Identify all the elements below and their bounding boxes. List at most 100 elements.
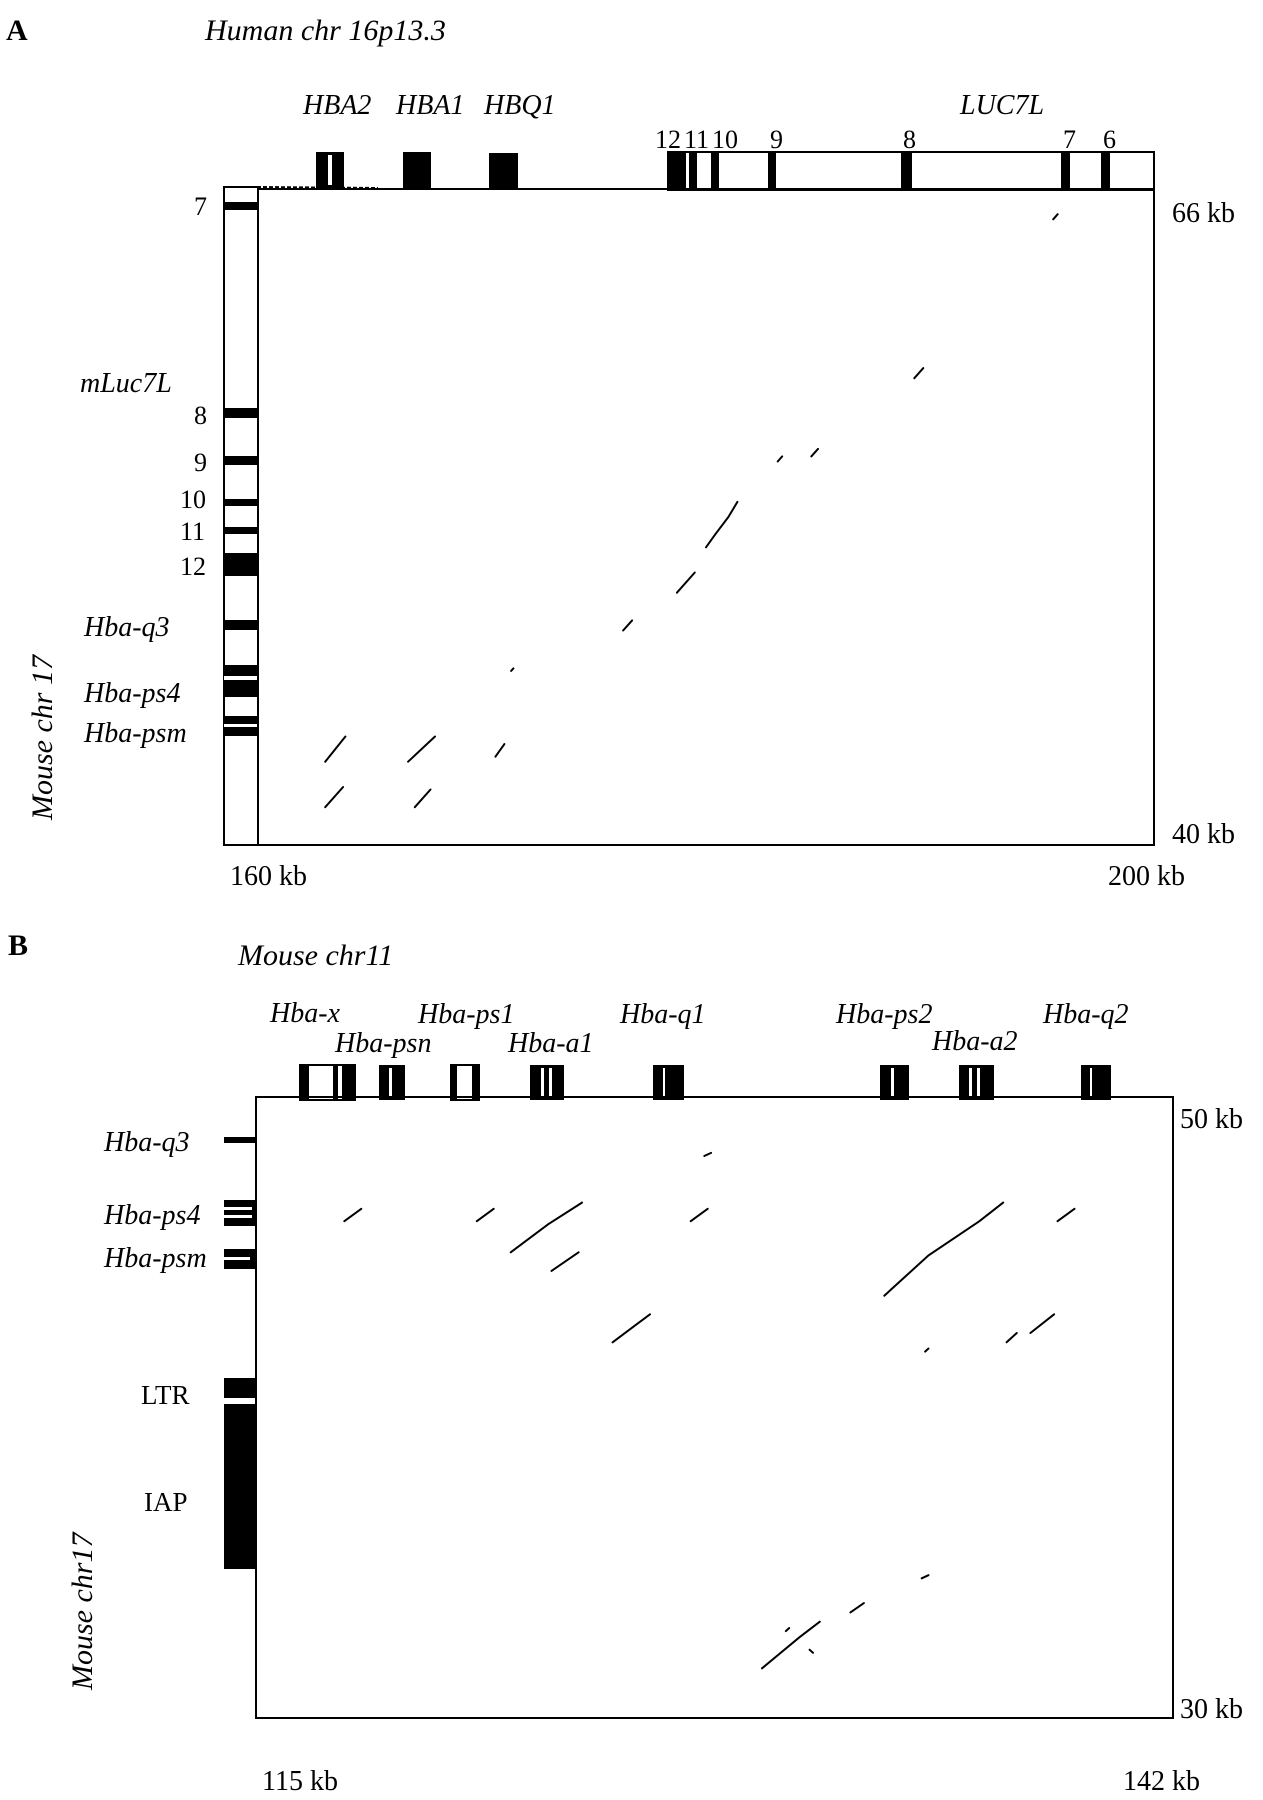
- mluc7l-exon-9-label: 9: [194, 448, 207, 477]
- mluc7l-exon-8-label: 8: [194, 401, 207, 430]
- gene-box-hba2-intron: [328, 155, 332, 185]
- exon-num-12: 12: [655, 125, 681, 154]
- mluc7l-exon-11-box: [224, 527, 258, 534]
- gene-box-hba-ps1-exon-2: [472, 1065, 479, 1100]
- luc7l-exon-6: [1101, 152, 1110, 190]
- panel-a-alignment-segment-3: [776, 455, 784, 463]
- panel-a-alignment-segment-2: [913, 367, 925, 380]
- panel-b-alignment-segment-4: [689, 1207, 709, 1223]
- panel-b-title: Mouse chr11: [237, 939, 393, 972]
- gene-label-hba-a2: Hba-a2: [931, 1026, 1018, 1057]
- panel-a-alignment-segment-8: [510, 667, 515, 672]
- panel-b-letter: B: [8, 929, 28, 962]
- panel-a-alignment-segment-4: [810, 447, 819, 458]
- gene-box-hba-x-exon-2: [333, 1065, 338, 1100]
- gene-label-hba1: HBA1: [395, 90, 464, 121]
- panel-b-alignment-segment-12: [924, 1347, 930, 1353]
- gene-label-hba-psn: Hba-psn: [334, 1028, 431, 1059]
- panel-a-alignment-segment-12: [324, 786, 345, 809]
- panel-b-y-top-label: 50 kb: [1180, 1104, 1243, 1135]
- panel-b-alignment-segment-14: [849, 1602, 865, 1614]
- gene-label-hbq1: HBQ1: [483, 90, 556, 121]
- mluc7l-exon-7-label: 7: [194, 192, 207, 221]
- gene-label-hba2: HBA2: [302, 90, 371, 121]
- gene-label-hba-ps4: Hba-ps4: [83, 678, 180, 709]
- panel-a-plot-area: [324, 213, 1059, 809]
- panel-a-alignment-segment-6: [675, 571, 696, 594]
- gene-box-hba-q3: [224, 620, 258, 630]
- panel-b-alignment-segment-16: [784, 1627, 791, 1633]
- exon-num-6: 6: [1103, 125, 1116, 154]
- gene-label-hba-ps2: Hba-ps2: [835, 999, 932, 1030]
- gene-label-hba-ps4-b: Hba-ps4: [103, 1200, 200, 1231]
- gene-label-hba-q2: Hba-q2: [1042, 999, 1129, 1030]
- gene-label-hba-ps1: Hba-ps1: [417, 999, 514, 1030]
- panel-b-alignment-segment-17: [808, 1648, 814, 1654]
- gene-box-hba-q2: [1081, 1065, 1111, 1100]
- panel-a-x-left-label: 160 kb: [230, 861, 307, 892]
- panel-b-alignment-segment-2: [343, 1207, 363, 1223]
- panel-b-alignment-segment-3: [475, 1207, 495, 1223]
- gene-box-hba-x-exon-1: [300, 1065, 309, 1100]
- panel-a-y-axis-label: Mouse chr 17: [26, 653, 59, 821]
- gene-box-hba-ps2: [880, 1065, 909, 1100]
- mouse-chr11-gene-track: [299, 1064, 1111, 1101]
- gene-label-hba-q1: Hba-q1: [619, 999, 706, 1030]
- panel-a-alignment-segment-10: [407, 735, 436, 763]
- gene-box-hba-q1-gap: [663, 1068, 665, 1096]
- gene-box-hba-q1: [653, 1065, 684, 1100]
- panel-b-x-left-label: 115 kb: [262, 1766, 338, 1797]
- panel-a-alignment-segment-9: [324, 735, 347, 763]
- gene-box-hba-psm-b-gap: [224, 1257, 250, 1260]
- exon-num-9: 9: [770, 125, 783, 154]
- gene-box-hba-x-exon-3: [342, 1065, 355, 1100]
- luc7l-exon-11: [689, 152, 697, 190]
- gene-box-hba-ps4-b-gap-1: [224, 1207, 252, 1210]
- panel-a-x-right-label: 200 kb: [1108, 861, 1185, 892]
- iap-box: [224, 1404, 256, 1569]
- mluc7l-exon-7-box: [224, 202, 258, 210]
- panel-b-alignment-segment-11: [1029, 1313, 1056, 1334]
- mluc7l-exon-10-label: 10: [180, 485, 206, 514]
- gene-box-hba-q2-gap: [1090, 1068, 1092, 1096]
- ltr-box-top: [224, 1378, 256, 1398]
- panel-b-alignment-segment-7: [550, 1251, 580, 1272]
- panel-a-alignment-segment-5: [705, 500, 739, 549]
- luc7l-exon-8: [901, 152, 912, 190]
- gene-label-hba-q3: Hba-q3: [83, 612, 170, 643]
- exon-num-7: 7: [1063, 125, 1076, 154]
- gene-label-luc7l: LUC7L: [959, 90, 1044, 121]
- panel-a-alignment-segment-13: [413, 788, 432, 809]
- gene-box-hba-a2-gap-2: [977, 1068, 980, 1097]
- panel-b-y-bottom-label: 30 kb: [1180, 1694, 1243, 1725]
- mluc7l-exon-10-box: [224, 499, 258, 506]
- panel-a-letter: A: [6, 14, 28, 47]
- panel-a-alignment-segment-1: [1052, 213, 1059, 221]
- panel-a-alignment-segment-11: [494, 743, 506, 758]
- gene-label-hba-psm: Hba-psm: [83, 718, 187, 749]
- panel-b: B Mouse chr11 Hba-x Hba-psn Hba-ps1 Hba-…: [8, 929, 1243, 1797]
- gene-box-hba-q3-b: [224, 1137, 256, 1143]
- gene-label-hba-x: Hba-x: [269, 998, 341, 1029]
- exon-num-11: 11: [684, 125, 709, 154]
- gene-label-hba-q3-b: Hba-q3: [103, 1127, 190, 1158]
- gene-box-hba-ps1-exon-1: [451, 1065, 457, 1100]
- gene-box-hba-ps4-gap: [224, 676, 258, 680]
- gene-box-hba-psm-gap: [224, 724, 258, 727]
- mluc7l-label: mLuc7L: [80, 368, 172, 399]
- exon-num-10: 10: [712, 125, 738, 154]
- gene-box-hba-ps4-b: [224, 1200, 256, 1226]
- gene-box-hba-a1: [530, 1065, 564, 1100]
- gene-box-hba-a2: [959, 1065, 994, 1100]
- panel-b-alignment-segment-8: [883, 1201, 1005, 1297]
- gene-box-hba-psn-gap: [389, 1068, 392, 1096]
- luc7l-exon-9: [768, 152, 776, 190]
- gene-box-hba-a2-gap-1: [969, 1068, 972, 1097]
- gene-label-hba-a1: Hba-a1: [507, 1028, 594, 1059]
- panel-b-alignment-segment-10: [1005, 1332, 1018, 1344]
- human-gene-track: [256, 151, 1155, 191]
- panel-b-alignment-segment-9: [611, 1313, 651, 1344]
- panel-a-alignment-segment-7: [622, 619, 634, 632]
- panel-a-plot-frame: [257, 188, 1155, 846]
